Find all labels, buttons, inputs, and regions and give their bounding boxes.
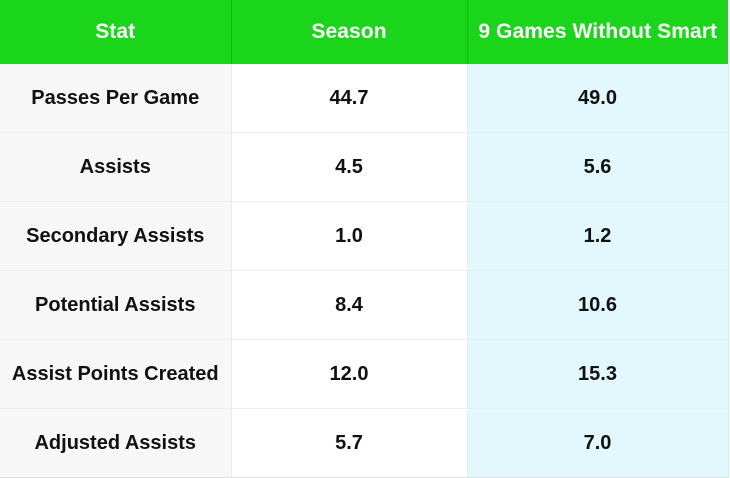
- nine-games-value-cell: 10.6: [467, 270, 729, 340]
- table-row: Passes Per Game 44.7 49.0: [0, 64, 729, 133]
- stat-name-cell: Secondary Assists: [0, 201, 232, 271]
- table-row: Assist Points Created 12.0 15.3: [0, 339, 729, 409]
- season-value-cell: 1.0: [231, 201, 468, 271]
- nine-games-value-cell: 1.2: [467, 201, 729, 271]
- nine-games-value-cell: 5.6: [467, 132, 729, 202]
- table-row: Potential Assists 8.4 10.6: [0, 270, 729, 340]
- nine-games-value-cell: 49.0: [467, 64, 729, 133]
- stat-name-cell: Assists: [0, 132, 232, 202]
- header-nine-games: 9 Games Without Smart: [467, 0, 728, 64]
- stat-name-cell: Passes Per Game: [0, 64, 232, 133]
- stat-name-cell: Assist Points Created: [0, 339, 232, 409]
- stat-name-cell: Potential Assists: [0, 270, 232, 340]
- season-value-cell: 12.0: [231, 339, 468, 409]
- header-stat: Stat: [0, 0, 232, 64]
- header-season: Season: [231, 0, 468, 64]
- nine-games-value-cell: 15.3: [467, 339, 729, 409]
- season-value-cell: 5.7: [231, 408, 468, 478]
- header-row: Stat Season 9 Games Without Smart: [0, 0, 728, 64]
- season-value-cell: 4.5: [231, 132, 468, 202]
- season-value-cell: 8.4: [231, 270, 468, 340]
- table-body: Passes Per Game 44.7 49.0 Assists 4.5 5.…: [0, 64, 729, 478]
- table-row: Adjusted Assists 5.7 7.0: [0, 408, 729, 478]
- stat-name-cell: Adjusted Assists: [0, 408, 232, 478]
- nine-games-value-cell: 7.0: [467, 408, 729, 478]
- season-value-cell: 44.7: [231, 64, 468, 133]
- table-row: Secondary Assists 1.0 1.2: [0, 201, 729, 271]
- table-row: Assists 4.5 5.6: [0, 132, 729, 202]
- table-header: Stat Season 9 Games Without Smart: [0, 0, 728, 64]
